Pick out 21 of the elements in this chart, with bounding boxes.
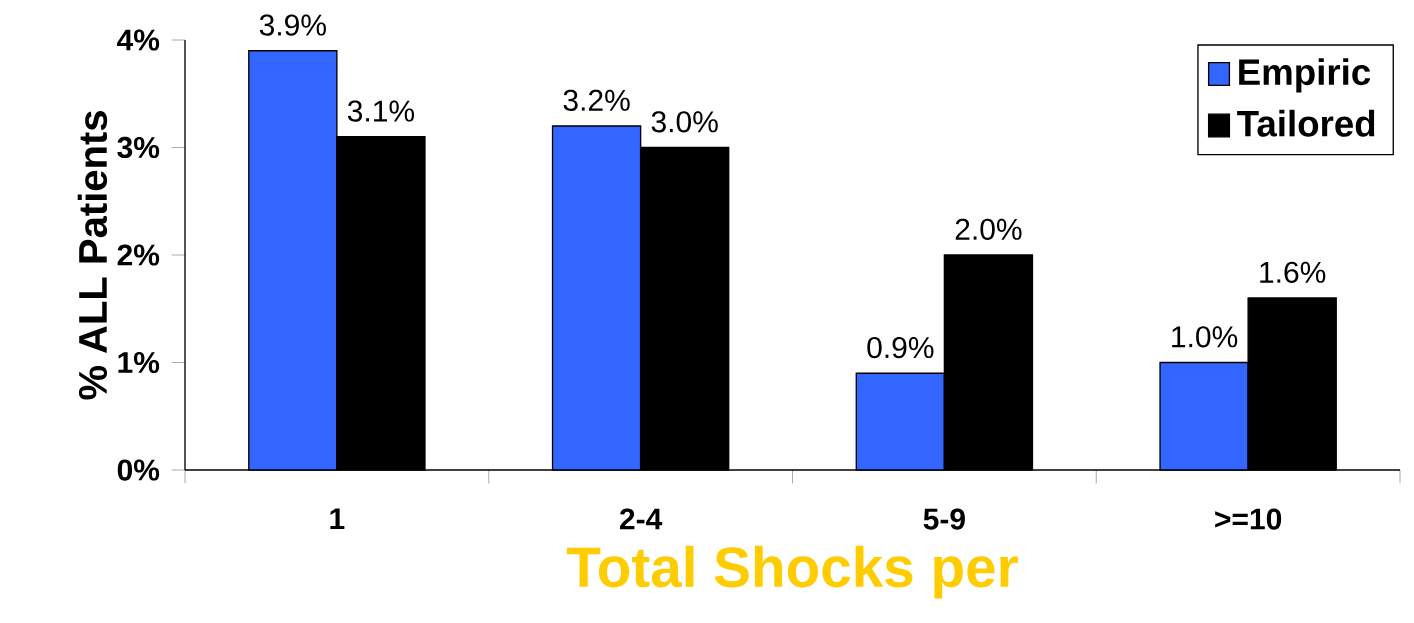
data-label: 1.0% (1172, 326, 1238, 348)
data-label: 1.6% (1260, 261, 1326, 283)
legend-label: Tailored (1237, 109, 1375, 137)
x-tick-label: 2-4 (619, 508, 663, 530)
y-tick-label: 3% (117, 136, 160, 159)
y-axis-title: % ALL Patients (77, 111, 108, 400)
y-tick-label: 4% (117, 29, 160, 51)
data-label: 3.0% (651, 111, 718, 133)
data-label: 0.9% (867, 336, 934, 359)
x-tick-label: 1 (330, 508, 345, 530)
data-label: 3.2% (563, 89, 630, 111)
x-tick-label: 5-9 (923, 508, 965, 530)
y-tick-label: 0% (117, 459, 160, 481)
data-label: 3.1% (347, 100, 415, 122)
data-label: 3.9% (259, 14, 326, 36)
x-axis-title: Total Shocks per (566, 545, 1018, 599)
legend-label: Empiric (1239, 58, 1371, 93)
x-tick-label: >=10 (1215, 508, 1282, 530)
data-label: 2.0% (955, 218, 1022, 240)
y-tick-label: 2% (117, 244, 160, 266)
y-tick-label: 1% (118, 351, 160, 374)
